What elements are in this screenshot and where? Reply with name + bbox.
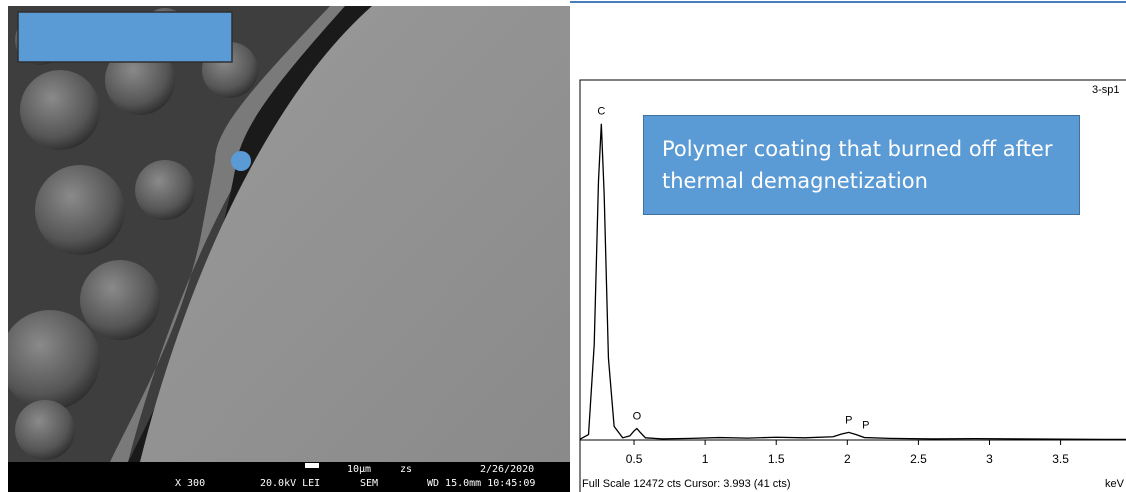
sem-image (0, 6, 570, 462)
footer: Full Scale 12472 cts Cursor: 3.993 (41 c… (582, 478, 790, 490)
voltage: 20.0kV LEI (260, 478, 320, 489)
x-tick-label: 1 (702, 452, 709, 466)
label-box (18, 12, 232, 62)
x-tick-label: 2 (844, 452, 851, 466)
magnification: X 300 (175, 478, 205, 489)
page: X 300 20.0kV LEI SEM 10µm zs 2/26/2020 W… (0, 0, 1126, 492)
peak-label: P (845, 414, 852, 426)
date: 2/26/2020 (480, 464, 534, 475)
mode: SEM (360, 478, 378, 489)
x-tick-label: 2.5 (910, 452, 927, 466)
x-axis-label: keV (1105, 478, 1125, 490)
marker-dot (231, 151, 251, 171)
peak-label: C (597, 106, 605, 118)
spectrum-label: 3-sp1 (1092, 84, 1120, 96)
tag: zs (400, 464, 412, 475)
peak-label: O (633, 410, 642, 422)
x-tick-label: 3 (986, 452, 993, 466)
x-tick-label: 0.5 (626, 452, 643, 466)
x-tick-label: 1.5 (768, 452, 785, 466)
callout: Polymer coating that burned off after th… (643, 115, 1080, 215)
time: WD 15.0mm 10:45:09 (427, 478, 535, 489)
scale-bar (305, 463, 319, 468)
figure: X 300 20.0kV LEI SEM 10µm zs 2/26/2020 W… (0, 0, 1126, 492)
peak-label: P (862, 419, 869, 431)
x-tick-label: 3.5 (1052, 452, 1069, 466)
scale-label: 10µm (347, 464, 371, 475)
